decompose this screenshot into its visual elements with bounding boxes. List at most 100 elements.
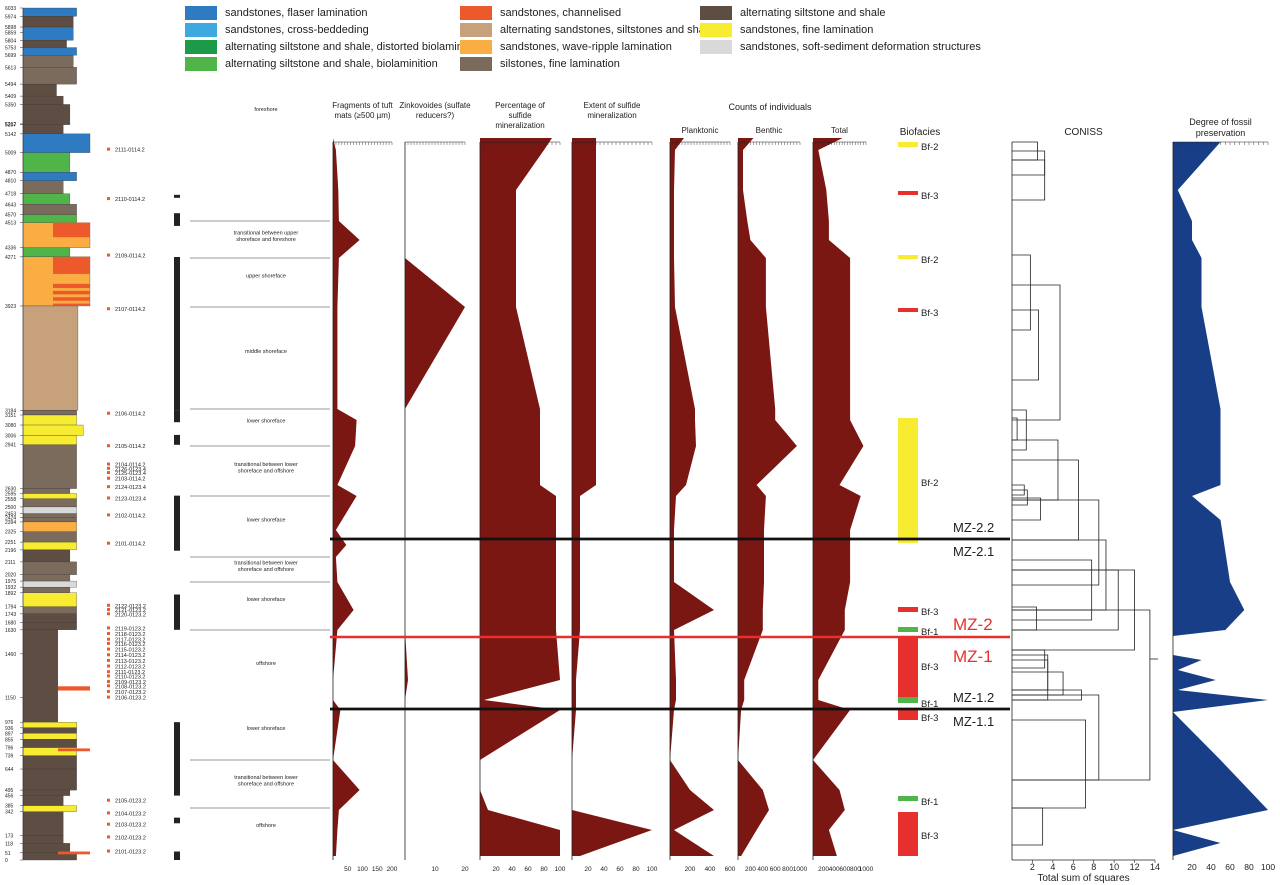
lithology-bed: [22, 574, 71, 582]
dendrogram-link: [1012, 309, 1039, 381]
legend-item: alternating siltstone and shale, biolami…: [185, 56, 438, 72]
column-tick-label: 100: [647, 866, 658, 873]
lithology-bed: [22, 498, 77, 508]
legend-item: sandstones, channelised: [460, 5, 621, 21]
column-title: Percentage of sulfide mineralization: [495, 101, 546, 130]
sample-marker: [107, 411, 110, 415]
dendrogram-link: [1012, 499, 1100, 586]
depth-label: 5009: [5, 151, 16, 157]
indicator-bar: [174, 434, 180, 445]
legend-item: silstones, fine lamination: [460, 56, 620, 72]
depth-label: 2595: [5, 492, 16, 498]
column-tick-label: 80: [540, 866, 548, 873]
biofacies-label: Bf-1: [921, 699, 938, 710]
sample-marker: [107, 849, 110, 853]
depth-label: 5804: [5, 38, 16, 44]
coniss-tick-label: 4: [1050, 862, 1055, 872]
sample-label: 2123-0123.4: [115, 496, 146, 502]
lithology-bed: [22, 67, 77, 85]
sample-marker: [107, 466, 110, 470]
facies-label: transitional between lower shoreface and …: [234, 462, 298, 475]
column-title: Planktonic: [682, 126, 719, 135]
sample-label: 2119-0123.2: [115, 626, 145, 632]
legend-swatch: [185, 40, 217, 54]
indicator-bar: [174, 495, 180, 551]
lithology-bed: [22, 549, 71, 563]
legend-swatch: [460, 40, 492, 54]
sample-label: 2108-0123.2: [115, 684, 146, 690]
column-tick-label: 60: [524, 866, 532, 873]
sample-marker: [107, 471, 110, 475]
dendrogram-link: [1012, 417, 1018, 441]
sulfide-curve: [480, 138, 560, 856]
lithology-bed: [22, 768, 77, 791]
lithology-bed: [22, 172, 77, 181]
legend-item: alternating siltstone and shale: [700, 5, 886, 21]
coniss-tick-label: 14: [1150, 862, 1160, 872]
depth-label: 2630: [5, 487, 16, 493]
legend-item: alternating siltstone and shale, distort…: [185, 39, 487, 55]
depth-label: 4570: [5, 213, 16, 219]
sample-marker: [107, 811, 110, 815]
facies-label: lower shoreface: [247, 597, 286, 603]
sample-label: 2102-0114.2: [115, 513, 145, 519]
lithology-bed: [22, 180, 64, 194]
lithology-bed: [22, 580, 77, 588]
biofacies-box: [898, 697, 918, 703]
biofacies-label: Bf-3: [921, 191, 938, 202]
depth-label: 4336: [5, 246, 16, 252]
preservation-tick-label: 40: [1206, 862, 1216, 872]
depth-label: 3184: [5, 408, 16, 414]
depth-label: 342: [5, 810, 14, 816]
sample-marker: [107, 513, 110, 517]
sample-label: 2107-0123.2: [115, 690, 146, 696]
sample-marker: [107, 658, 110, 662]
legend-label: alternating sandstones, siltstones and s…: [500, 24, 719, 36]
column-tick-label: 600: [770, 866, 781, 873]
lithology-bed: [22, 424, 84, 436]
depth-label: 2500: [5, 505, 16, 511]
coniss-tick-label: 10: [1109, 862, 1119, 872]
column-tick-label: 20: [584, 866, 592, 873]
channel-inset: [58, 851, 90, 855]
depth-label: 5613: [5, 65, 16, 71]
depth-label: 51: [5, 851, 11, 857]
depth-label: 5350: [5, 102, 16, 108]
sample-marker: [107, 485, 110, 489]
lithology-bed: [22, 104, 71, 125]
depth-label: 936: [5, 726, 14, 732]
dendrogram-link: [1012, 569, 1119, 631]
lithology-bed: [22, 795, 64, 806]
indicator-bar: [174, 194, 180, 198]
lithology-bed: [22, 7, 77, 17]
depth-label: 2020: [5, 573, 16, 579]
depth-label: 5207: [5, 123, 16, 129]
lithology-bed: [22, 40, 67, 48]
indicator-bar: [174, 256, 180, 411]
legend-label: alternating siltstone and shale: [740, 7, 886, 19]
dendrogram-link: [1012, 559, 1093, 621]
sample-label: 2110-0123.2: [115, 674, 145, 680]
dendrogram-link: [1012, 654, 1049, 701]
sample-marker: [107, 641, 110, 645]
depth-label: 3006: [5, 433, 16, 439]
biofacies-label: Bf-3: [921, 662, 938, 673]
counts-title: Counts of individuals: [728, 102, 812, 112]
dendrogram-link: [1012, 150, 1046, 176]
dendrogram-link: [1012, 671, 1064, 696]
depth-label: 5142: [5, 132, 16, 138]
dendrogram-link: [1012, 497, 1041, 521]
depth-label: 4810: [5, 179, 16, 185]
channel-inset: [58, 686, 90, 691]
column-tick-label: 40: [508, 866, 516, 873]
legend-swatch: [460, 6, 492, 20]
column-tick-label: 200: [745, 866, 756, 873]
lithology-bed: [22, 47, 77, 56]
dendrogram-link: [1012, 659, 1049, 691]
sample-marker: [107, 680, 110, 684]
lithology-bed: [22, 55, 74, 68]
coniss-tick-label: 6: [1071, 862, 1076, 872]
preservation-tick-label: 20: [1187, 862, 1197, 872]
depth-label: 2111: [5, 560, 16, 566]
dendrogram-link: [1012, 489, 1028, 506]
